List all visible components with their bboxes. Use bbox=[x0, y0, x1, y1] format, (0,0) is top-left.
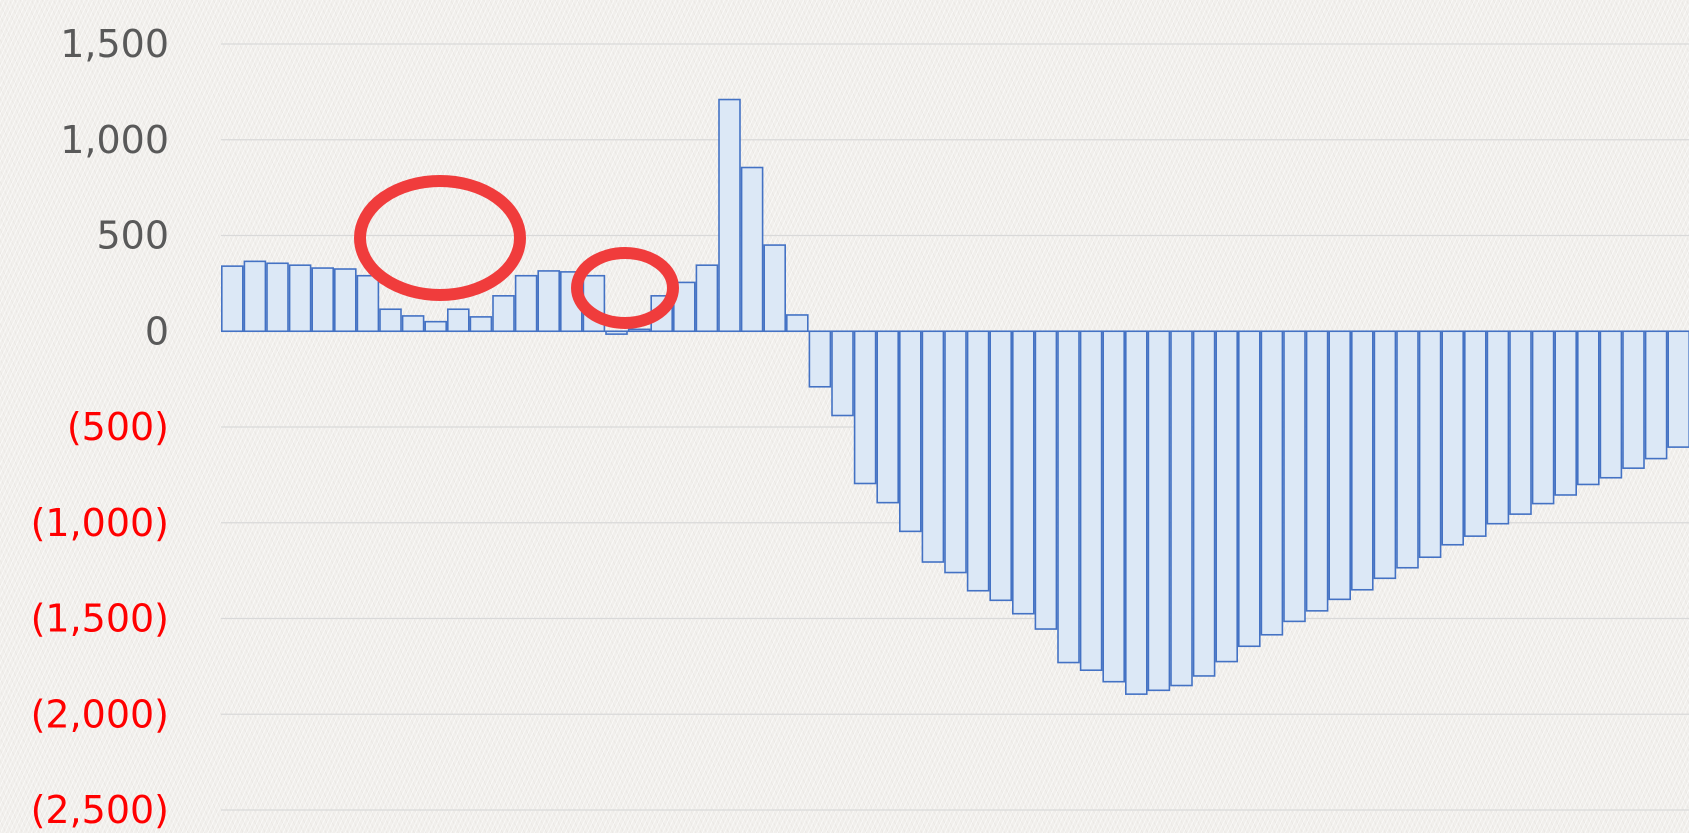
bar bbox=[921, 330, 945, 563]
annotation-ellipse bbox=[571, 247, 679, 329]
bar bbox=[266, 262, 289, 333]
bar bbox=[876, 330, 900, 504]
bar bbox=[1328, 330, 1351, 601]
bar bbox=[1667, 330, 1689, 448]
bar bbox=[1531, 330, 1555, 505]
bar bbox=[1260, 330, 1284, 636]
bar bbox=[311, 267, 335, 333]
bar bbox=[853, 330, 877, 485]
bar bbox=[1418, 330, 1442, 559]
bar bbox=[944, 330, 967, 574]
bar bbox=[221, 265, 244, 333]
y-axis-labels: 1,500 1,000 500 0 (500) (1,000) (1,500) (2,000)… bbox=[31, 22, 169, 832]
bar bbox=[356, 274, 380, 333]
bar bbox=[966, 330, 990, 592]
y-tick-label: 1,500 bbox=[60, 22, 169, 66]
bar bbox=[1351, 330, 1374, 591]
bar bbox=[898, 330, 922, 533]
bar bbox=[288, 264, 312, 333]
bar bbox=[1486, 330, 1510, 525]
bar bbox=[831, 330, 854, 417]
y-tick-label: (1,500) bbox=[31, 597, 169, 641]
bar bbox=[1215, 330, 1238, 663]
y-tick-label: (1,000) bbox=[31, 501, 169, 545]
bar bbox=[514, 274, 538, 333]
bar bbox=[1305, 330, 1329, 612]
bar bbox=[1238, 330, 1261, 648]
y-tick-label: (2,500) bbox=[31, 788, 169, 832]
bar bbox=[1396, 330, 1419, 569]
bar bbox=[1599, 330, 1623, 479]
bar bbox=[401, 315, 425, 333]
bar bbox=[446, 308, 470, 333]
y-tick-label: (2,000) bbox=[31, 692, 169, 736]
bar bbox=[1034, 330, 1058, 630]
bar bbox=[1644, 330, 1668, 460]
annotation-ellipse bbox=[354, 175, 526, 301]
bar bbox=[763, 244, 787, 333]
bar bbox=[537, 270, 561, 333]
bar bbox=[1554, 330, 1577, 496]
bar bbox=[379, 308, 402, 333]
bar bbox=[1057, 330, 1080, 664]
bar bbox=[1170, 330, 1193, 687]
bar bbox=[243, 260, 267, 333]
y-tick-label: (500) bbox=[67, 405, 169, 449]
bar bbox=[989, 330, 1013, 602]
bar bbox=[1622, 330, 1645, 469]
bar bbox=[808, 330, 832, 388]
annotations bbox=[354, 175, 679, 329]
bar bbox=[469, 316, 493, 333]
bar bbox=[740, 166, 764, 333]
bar bbox=[333, 268, 357, 333]
bar bbox=[718, 98, 741, 333]
y-tick-label: 1,000 bbox=[60, 118, 169, 162]
y-tick-label: 0 bbox=[145, 309, 169, 353]
bar bbox=[1125, 330, 1148, 695]
bar bbox=[1577, 330, 1600, 486]
bar bbox=[424, 320, 448, 333]
bar bbox=[1192, 330, 1216, 677]
bar bbox=[1441, 330, 1464, 546]
bar bbox=[1509, 330, 1532, 515]
bar bbox=[1283, 330, 1306, 623]
bar bbox=[492, 295, 515, 333]
bar bbox=[1147, 330, 1171, 692]
bar bbox=[1011, 330, 1035, 615]
bar bbox=[1102, 330, 1125, 683]
y-tick-label: 500 bbox=[96, 214, 169, 258]
bar bbox=[695, 264, 719, 333]
bar bbox=[785, 314, 809, 333]
bars bbox=[221, 98, 1689, 695]
bar bbox=[1079, 330, 1103, 672]
bar bbox=[1464, 330, 1487, 537]
bar bbox=[1373, 330, 1397, 580]
